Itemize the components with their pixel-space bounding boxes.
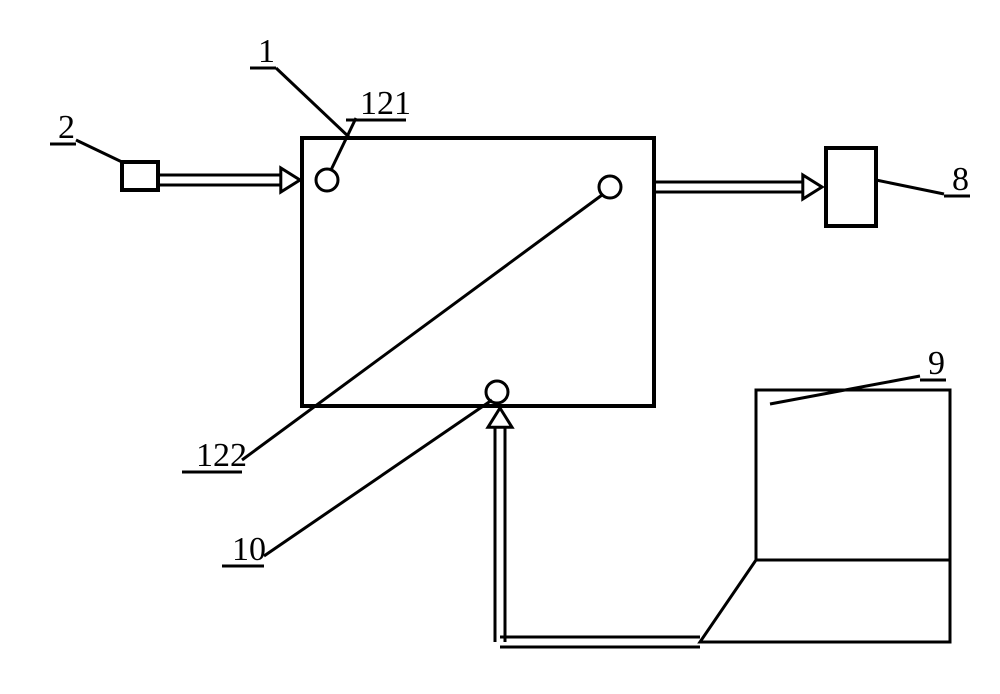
leader-l1 <box>276 68 350 138</box>
port-p10 <box>486 381 508 403</box>
label-l9: 9 <box>928 345 945 382</box>
label-l10: 10 <box>232 531 266 568</box>
leader-l2 <box>76 140 122 162</box>
label-l121: 121 <box>360 85 411 122</box>
label-l2: 2 <box>58 109 75 146</box>
label-l122: 122 <box>196 437 247 474</box>
diagram-canvas: 121218122109 <box>0 0 1000 694</box>
leader-l122 <box>242 195 602 460</box>
port-p122 <box>599 176 621 198</box>
leader-l10 <box>264 400 492 556</box>
label-l1: 1 <box>258 33 275 70</box>
port-p121 <box>316 169 338 191</box>
leader-l8 <box>876 180 944 194</box>
leader-l121 <box>331 118 356 170</box>
label-l8: 8 <box>952 161 969 198</box>
